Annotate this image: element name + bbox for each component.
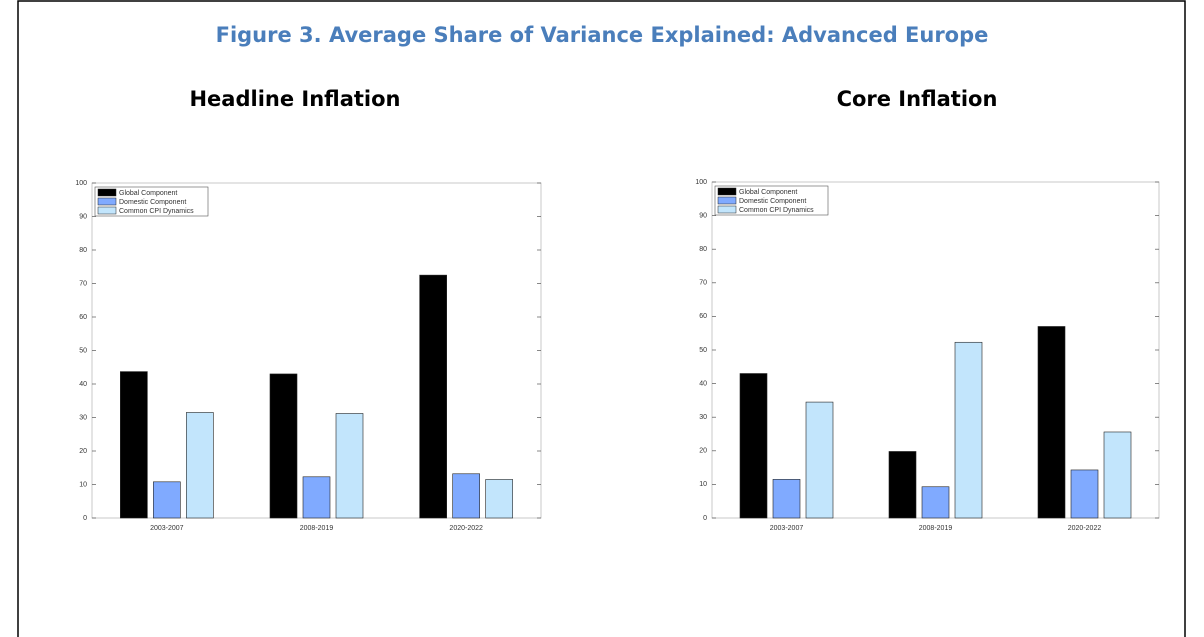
legend-label: Domestic Component [119, 199, 186, 206]
y-tick-label: 80 [699, 246, 707, 253]
legend-swatch [717, 196, 737, 205]
x-tick-label: 2020-2022 [1068, 525, 1102, 532]
y-tick-label: 30 [79, 414, 87, 421]
y-tick-label: 20 [79, 448, 87, 455]
bar [302, 476, 331, 519]
axes-box [91, 182, 542, 519]
bar [805, 401, 834, 519]
y-tick-label: 70 [79, 280, 87, 287]
axes-box [711, 181, 1160, 519]
bar [921, 486, 950, 519]
y-tick-label: 70 [699, 280, 707, 287]
bar [120, 371, 148, 519]
y-tick-label: 0 [703, 515, 707, 522]
y-tick-label: 50 [79, 347, 87, 354]
chart-title: Core Inflation [837, 87, 998, 111]
y-tick-label: 40 [699, 380, 707, 387]
y-tick-label: 0 [83, 515, 87, 522]
legend-swatch [97, 188, 117, 197]
y-tick-label: 10 [699, 481, 707, 488]
x-tick-label: 2003-2007 [150, 525, 184, 532]
legend-label: Common CPI Dynamics [119, 208, 194, 215]
y-tick-label: 60 [79, 314, 87, 321]
bar [1103, 431, 1132, 519]
y-tick-label: 50 [699, 347, 707, 354]
frame [17, 0, 1186, 637]
legend-label: Global Component [739, 189, 797, 196]
x-tick-label: 2003-2007 [770, 525, 804, 532]
legend-label: Common CPI Dynamics [739, 207, 814, 214]
bar [335, 413, 364, 519]
y-tick-label: 90 [699, 212, 707, 219]
bar [419, 274, 447, 519]
y-tick-label: 40 [79, 381, 87, 388]
bar [954, 341, 983, 519]
y-tick-label: 80 [79, 247, 87, 254]
legend-swatch [97, 197, 117, 206]
bar [269, 373, 298, 519]
bar [153, 481, 181, 519]
y-tick-label: 10 [79, 481, 87, 488]
bar [772, 479, 801, 519]
figure-title: Figure 3. Average Share of Variance Expl… [216, 23, 989, 47]
bar [1037, 326, 1066, 519]
legend-label: Domestic Component [739, 198, 806, 205]
chart-title: Headline Inflation [189, 87, 400, 111]
legend-swatch [717, 187, 737, 196]
bar [888, 451, 917, 519]
x-tick-label: 2020-2022 [449, 525, 483, 532]
y-tick-label: 100 [695, 179, 707, 186]
y-tick-label: 90 [79, 213, 87, 220]
bar [485, 479, 513, 519]
y-tick-label: 100 [75, 180, 87, 187]
y-tick-label: 30 [699, 414, 707, 421]
y-tick-label: 60 [699, 313, 707, 320]
bar [452, 473, 480, 519]
bar [1070, 469, 1099, 519]
bar [186, 412, 214, 519]
x-tick-label: 2008-2019 [300, 525, 334, 532]
y-tick-label: 20 [699, 448, 707, 455]
bar [739, 373, 768, 519]
legend-swatch [717, 205, 737, 214]
x-tick-label: 2008-2019 [919, 525, 953, 532]
legend-swatch [97, 206, 117, 215]
legend-label: Global Component [119, 190, 177, 197]
